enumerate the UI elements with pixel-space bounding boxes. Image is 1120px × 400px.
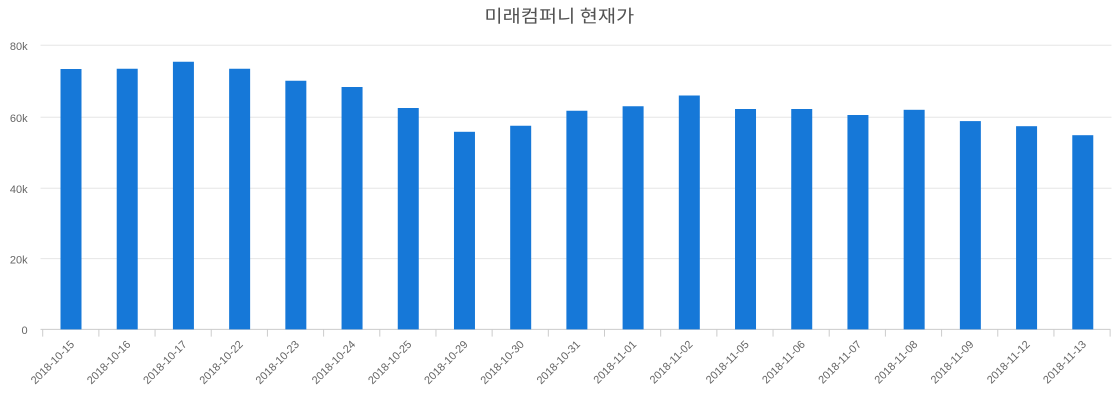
svg-text:40k: 40k xyxy=(10,184,28,196)
svg-text:2018-10-23: 2018-10-23 xyxy=(254,339,302,387)
svg-text:2018-11-09: 2018-11-09 xyxy=(929,339,977,387)
svg-text:60k: 60k xyxy=(10,113,28,125)
svg-text:2018-10-15: 2018-10-15 xyxy=(29,339,77,387)
svg-text:2018-11-12: 2018-11-12 xyxy=(985,339,1033,387)
svg-text:2018-10-22: 2018-10-22 xyxy=(197,339,245,387)
svg-text:2018-11-05: 2018-11-05 xyxy=(704,339,752,387)
svg-text:2018-11-07: 2018-11-07 xyxy=(816,339,864,387)
svg-text:0: 0 xyxy=(21,325,27,337)
svg-text:2018-10-29: 2018-10-29 xyxy=(422,339,470,387)
svg-text:2018-10-16: 2018-10-16 xyxy=(85,339,133,387)
svg-text:20k: 20k xyxy=(10,254,28,266)
svg-text:2018-11-02: 2018-11-02 xyxy=(648,339,696,387)
svg-text:2018-11-01: 2018-11-01 xyxy=(592,339,640,387)
svg-text:80k: 80k xyxy=(10,41,28,53)
svg-text:2018-10-17: 2018-10-17 xyxy=(141,339,189,387)
svg-text:2018-11-13: 2018-11-13 xyxy=(1041,339,1089,387)
svg-text:2018-11-06: 2018-11-06 xyxy=(760,339,808,387)
svg-text:2018-10-30: 2018-10-30 xyxy=(479,339,527,387)
svg-text:2018-11-08: 2018-11-08 xyxy=(873,339,921,387)
svg-text:2018-10-25: 2018-10-25 xyxy=(366,339,414,387)
svg-text:2018-10-31: 2018-10-31 xyxy=(535,339,583,387)
svg-text:2018-10-24: 2018-10-24 xyxy=(310,339,358,387)
